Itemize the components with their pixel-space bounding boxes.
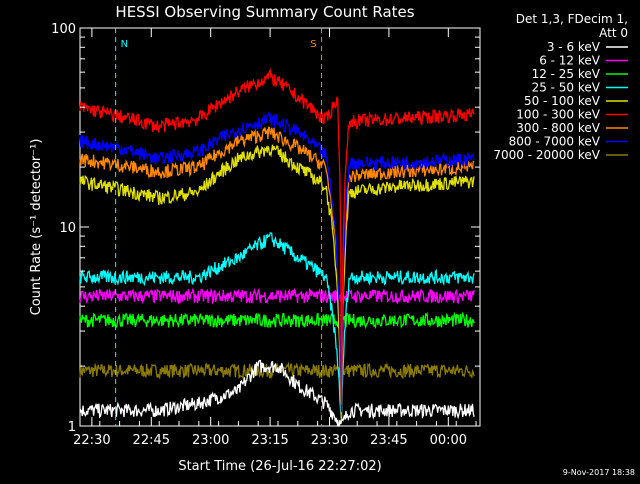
series-line-6 [79, 126, 475, 417]
legend-label-2: 12 - 25 keV [532, 67, 601, 81]
legend-header-line-2: Att 0 [599, 26, 628, 40]
legend-header-line-1: Det 1,3, FDecim 1, [516, 12, 628, 26]
legend-label-7: 800 - 7000 keV [509, 135, 601, 149]
legend-label-8: 7000 - 20000 keV [493, 148, 600, 162]
x-tick-label: 00:00 [430, 433, 467, 448]
annotation-label-1: S [310, 39, 316, 50]
series-line-5 [79, 67, 475, 405]
series-line-7 [79, 111, 475, 412]
x-tick-label: 22:30 [73, 433, 110, 448]
y-axis-label: Count Rate (s⁻¹ detector⁻¹) [29, 139, 44, 316]
series-layer [79, 67, 475, 427]
legend-label-5: 100 - 300 keV [516, 108, 600, 122]
series-line-0 [79, 359, 475, 427]
y-tick-label: 100 [51, 22, 76, 37]
y-tick-label: 10 [59, 221, 76, 236]
legend-label-6: 300 - 800 keV [516, 121, 600, 135]
x-tick-label: 23:15 [251, 433, 288, 448]
y-tick-label: 1 [68, 420, 76, 435]
annotation-label-0: N [121, 39, 128, 50]
x-tick-label: 23:00 [192, 433, 229, 448]
series-line-4 [79, 144, 475, 421]
chart-title: HESSI Observing Summary Count Rates [115, 3, 414, 21]
y-axis-ticks: 1 10 100 [51, 22, 480, 435]
legend-label-4: 50 - 100 keV [524, 94, 601, 108]
legend-label-3: 25 - 50 keV [532, 81, 601, 95]
x-tick-label: 23:45 [370, 433, 407, 448]
series-line-8 [79, 361, 475, 380]
legend-label-1: 6 - 12 keV [539, 54, 601, 68]
x-tick-label: 23:30 [311, 433, 348, 448]
legend-label-0: 3 - 6 keV [547, 40, 601, 54]
series-line-1 [79, 287, 475, 305]
series-line-2 [79, 311, 475, 330]
footer-date: 9-Nov-2017 18:38 [563, 468, 635, 477]
x-axis-label: Start Time (26-Jul-16 22:27:02) [178, 459, 381, 474]
x-axis-ticks: 22:30 22:45 23:00 23:15 23:30 23:45 00:00 [73, 28, 477, 448]
series-line-3 [79, 232, 475, 418]
x-tick-label: 22:45 [133, 433, 170, 448]
